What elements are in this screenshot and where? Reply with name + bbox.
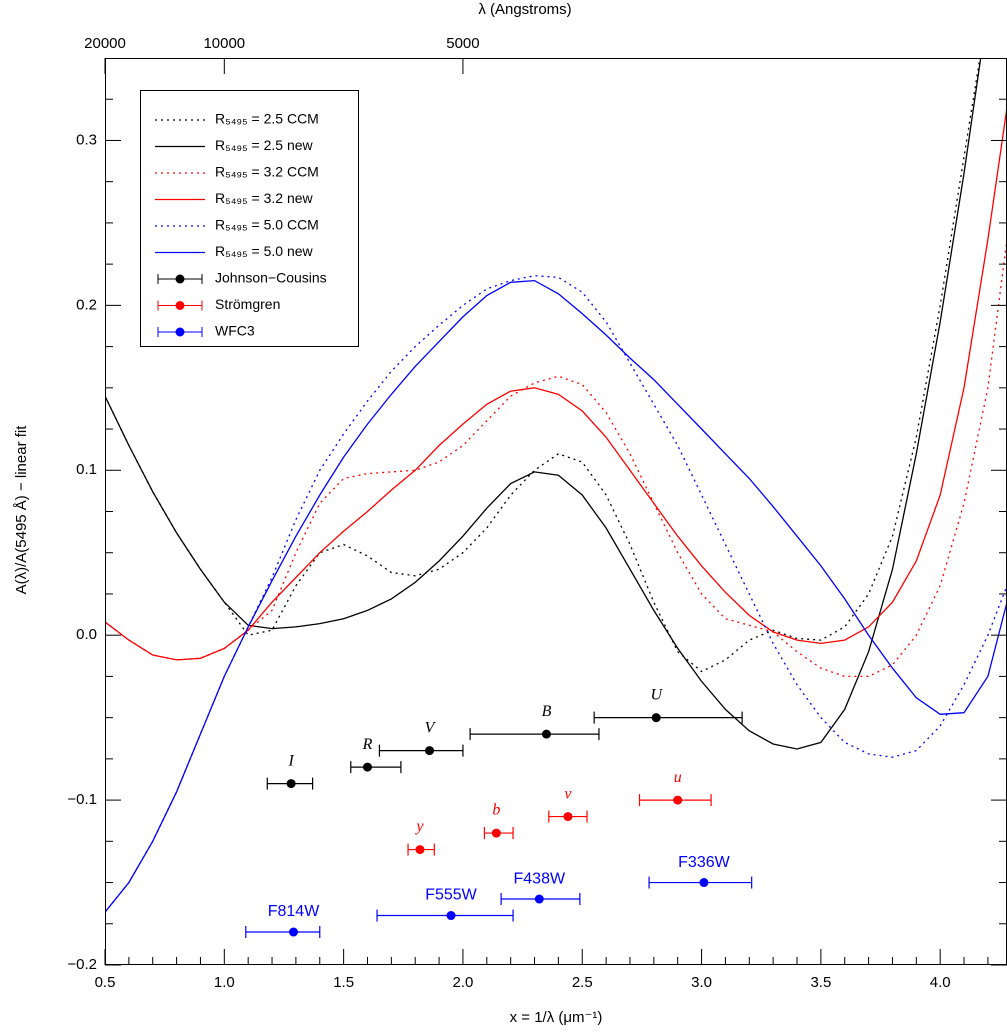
y-axis-label: A(λ)/A(5495 Å) − linear fit	[13, 425, 30, 595]
point	[651, 713, 661, 723]
y-tick-label: 0.3	[76, 131, 97, 148]
y-tick-label: −0.2	[67, 956, 97, 973]
point-label: b	[492, 802, 500, 819]
point-label: I	[287, 752, 294, 769]
top-tick-label: 5000	[446, 35, 479, 52]
point-label: R	[362, 736, 373, 753]
axes	[104, 58, 1007, 966]
point	[289, 927, 299, 937]
point-label: F336W	[678, 854, 730, 871]
y-tick-label: 0.1	[76, 461, 97, 478]
legend-label: R₅₄₉₅ = 3.2 CCM	[215, 164, 319, 180]
curve	[105, 279, 1007, 913]
point-label: v	[564, 785, 572, 802]
point	[415, 845, 425, 855]
point-label: F438W	[514, 870, 566, 887]
curve	[105, 239, 1007, 678]
curve	[105, 58, 981, 673]
legend-marker	[175, 301, 185, 310]
point	[491, 828, 501, 838]
x-tick-label: 1.0	[214, 974, 235, 991]
x-tick-label: 3.5	[810, 974, 831, 991]
point	[534, 894, 544, 904]
point	[446, 911, 456, 921]
top-axis-label: λ (Angstroms)	[478, 1, 571, 18]
y-tick-label: 0.2	[76, 296, 97, 313]
legend-label: R₅₄₉₅ = 2.5 new	[215, 137, 314, 153]
legend-label: Johnson−Cousins	[215, 270, 327, 286]
legend-label: R₅₄₉₅ = 5.0 new	[215, 243, 314, 259]
point	[362, 762, 372, 772]
x-tick-label: 4.0	[930, 974, 951, 991]
top-tick-label: 10000	[203, 35, 245, 52]
legend-marker	[175, 274, 185, 284]
point	[563, 812, 573, 822]
x-tick-label: 2.0	[453, 974, 474, 991]
x-axis-label: x = 1/λ (μm⁻¹)	[510, 1009, 603, 1026]
point-label: V	[425, 719, 437, 736]
legend: R₅₄₉₅ = 2.5 CCM R₅₄₉₅ = 2.5 new R₅₄₉₅ = 3.…	[155, 111, 327, 339]
y-tick-label: 0.0	[76, 626, 97, 643]
curves	[105, 58, 1007, 913]
point-label: B	[542, 703, 552, 720]
point	[541, 729, 551, 739]
y-tick-label: −0.1	[67, 791, 97, 808]
legend-label: R₅₄₉₅ = 2.5 CCM	[215, 111, 319, 127]
point-label: u	[674, 769, 682, 786]
point	[286, 779, 296, 789]
point-label: U	[650, 686, 663, 703]
point-label: F814W	[268, 903, 320, 920]
legend-label: R₅₄₉₅ = 3.2 new	[215, 190, 314, 206]
legend-label: Strömgren	[215, 296, 280, 312]
point	[425, 746, 435, 756]
x-tick-label: 1.5	[333, 974, 354, 991]
x-tick-label: 3.0	[691, 974, 712, 991]
legend-label: R₅₄₉₅ = 5.0 CCM	[215, 217, 319, 233]
curve	[105, 107, 1007, 661]
point	[673, 795, 683, 805]
legend-label: WFC3	[215, 323, 255, 339]
x-tick-label: 0.5	[95, 974, 116, 991]
point-label: F555W	[425, 887, 477, 904]
point	[699, 878, 709, 888]
legend-marker	[175, 327, 185, 337]
x-tick-label: 2.5	[572, 974, 593, 991]
top-tick-label: 20000	[84, 35, 126, 52]
point-label: y	[414, 818, 424, 835]
